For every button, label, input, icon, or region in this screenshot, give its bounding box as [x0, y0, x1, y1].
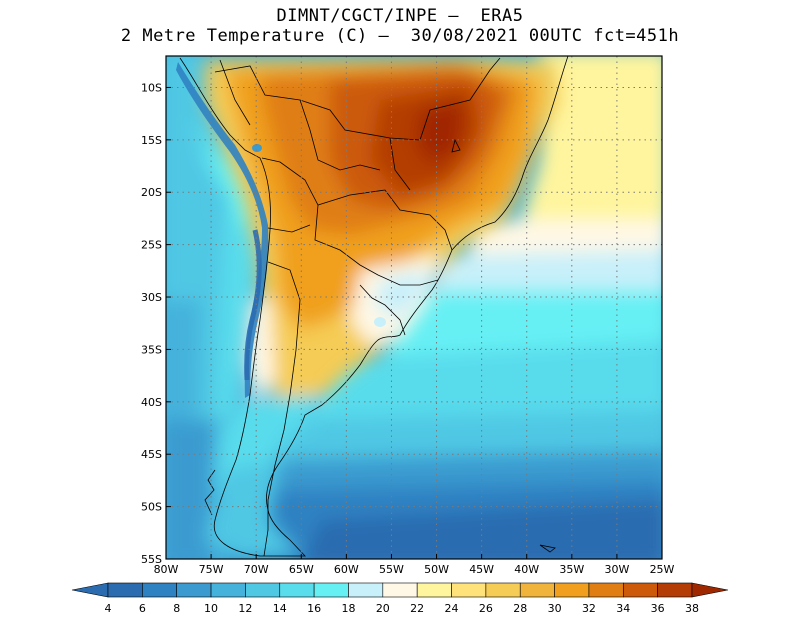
- lon-tick-label: 55W: [379, 563, 404, 576]
- lon-tick-label: 35W: [559, 563, 584, 576]
- latitude-labels: 10S 15S 20S 25S 30S 35S 40S 45S 50S 55S: [141, 81, 162, 566]
- colorbar-swatch: [107, 582, 143, 598]
- colorbar-label: 4: [105, 602, 112, 615]
- colorbar-label: 20: [376, 602, 390, 615]
- map-title-line-1: DIMNT/CGCT/INPE – ERA5: [276, 6, 524, 26]
- coastlines-and-borders: [179, 56, 569, 557]
- lat-tick-label: 55S: [141, 553, 162, 566]
- lon-tick-label: 70W: [244, 563, 269, 576]
- colorbar-swatch: [657, 582, 693, 598]
- colorbar-swatch: [416, 582, 452, 598]
- colorbar-swatch: [210, 582, 246, 598]
- lon-tick-label: 75W: [199, 563, 224, 576]
- colorbar-swatch: [485, 582, 521, 598]
- lat-tick-label: 15S: [141, 134, 162, 147]
- colorbar-labels: 4 6 8 10 12 14 16 18 20 22 24 26 28 30 32 34 36 38: [105, 602, 700, 615]
- colorbar-swatch: [622, 582, 658, 598]
- colorbar-swatch: [313, 582, 349, 598]
- colorbar-swatch: [451, 582, 487, 598]
- colorbar: [71, 582, 729, 598]
- colorbar-label: 18: [341, 602, 355, 615]
- lat-tick-label: 20S: [141, 186, 162, 199]
- lon-tick-label: 40W: [514, 563, 539, 576]
- lon-tick-label: 60W: [334, 563, 359, 576]
- colorbar-swatch: [245, 582, 281, 598]
- colorbar-label: 32: [582, 602, 596, 615]
- lon-tick-label: 65W: [289, 563, 314, 576]
- colorbar-label: 22: [410, 602, 424, 615]
- colorbar-label: 36: [651, 602, 665, 615]
- lon-tick-label: 30W: [604, 563, 629, 576]
- gridlines: [166, 56, 662, 559]
- lat-tick-label: 25S: [141, 239, 162, 252]
- lon-tick-label: 50W: [424, 563, 449, 576]
- lat-tick-label: 10S: [141, 81, 162, 94]
- colorbar-label: 26: [479, 602, 493, 615]
- colorbar-label: 8: [173, 602, 180, 615]
- colorbar-swatch: [348, 582, 384, 598]
- map-title-line-2: 2 Metre Temperature (C) – 30/08/2021 00U…: [120, 26, 680, 46]
- colorbar-label: 34: [616, 602, 630, 615]
- colorbar-swatch: [279, 582, 315, 598]
- colorbar-high-arrow: [691, 582, 729, 598]
- colorbar-label: 30: [548, 602, 562, 615]
- lon-tick-label: 80W: [154, 563, 179, 576]
- colorbar-swatch: [519, 582, 555, 598]
- lon-tick-label: 25W: [650, 563, 675, 576]
- lat-tick-label: 45S: [141, 448, 162, 461]
- colorbar-label: 6: [139, 602, 146, 615]
- colorbar-label: 28: [513, 602, 527, 615]
- lat-tick-label: 50S: [141, 501, 162, 514]
- colorbar-swatch: [142, 582, 178, 598]
- colorbar-label: 14: [273, 602, 287, 615]
- axis-ticks: [165, 86, 663, 560]
- colorbar-label: 38: [685, 602, 699, 615]
- colorbar-label: 10: [204, 602, 218, 615]
- colorbar-low-arrow: [71, 582, 109, 598]
- colorbar-label: 16: [307, 602, 321, 615]
- longitude-labels: 80W 75W 70W 65W 60W 55W 50W 45W 40W 35W 30W 25W: [154, 563, 675, 576]
- lon-tick-label: 45W: [469, 563, 494, 576]
- colorbar-swatch: [588, 582, 624, 598]
- lat-tick-label: 30S: [141, 291, 162, 304]
- lat-tick-label: 40S: [141, 396, 162, 409]
- map-frame: [165, 55, 663, 560]
- colorbar-swatch: [554, 582, 590, 598]
- lat-tick-label: 35S: [141, 343, 162, 356]
- colorbar-swatch: [382, 582, 418, 598]
- temperature-field: [166, 56, 662, 559]
- colorbar-label: 24: [445, 602, 459, 615]
- colorbar-swatch: [176, 582, 212, 598]
- colorbar-label: 12: [238, 602, 252, 615]
